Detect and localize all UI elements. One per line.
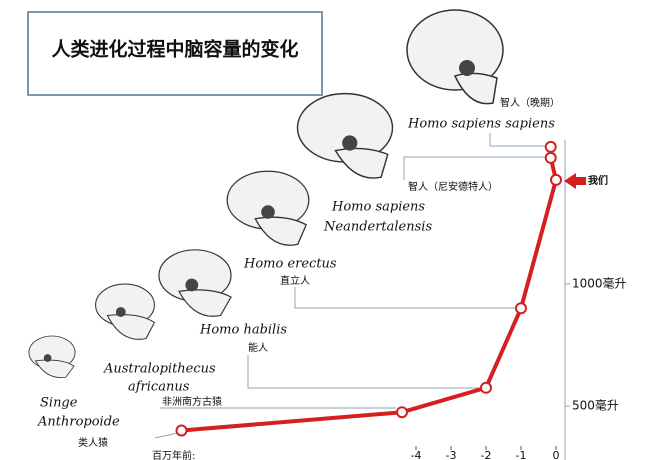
annotation: Neandertalensis (323, 220, 432, 235)
annotation: 能人 (248, 341, 268, 354)
annotation: 直立人 (280, 274, 310, 287)
annotation: 智人（晚期） (500, 96, 560, 109)
y-tick-label: 1000毫升 (572, 275, 627, 290)
connectors (154, 133, 566, 460)
annotation: 非洲南方古猿 (162, 395, 222, 408)
annotation: 类人猿 (78, 436, 108, 449)
x-tick-label: -4 (411, 449, 422, 460)
annotation: africanus (128, 380, 190, 395)
annotation: 我们 (588, 174, 608, 187)
point (515, 302, 527, 315)
annotation: Singe (40, 396, 78, 411)
annotation: Homo erectus (243, 257, 337, 272)
title-box (27, 11, 323, 96)
point (175, 424, 188, 437)
x-tick-label: -2 (481, 449, 492, 460)
point (396, 406, 408, 419)
point (544, 140, 557, 153)
skulls (28, 9, 504, 379)
annotation: Anthropoide (37, 415, 120, 430)
y-tick-label: 500毫升 (572, 398, 619, 413)
x-tick-label: -3 (446, 449, 457, 460)
point (544, 151, 557, 164)
arrow (564, 173, 586, 189)
x-axis-label: 百万年前: (152, 449, 195, 460)
point (480, 381, 492, 394)
x-tick-label: -1 (516, 449, 527, 460)
annotation: Australopithecus (103, 362, 216, 377)
chart-title: 人类进化过程中脑容量的变化 (51, 38, 298, 61)
annotation: Homo habilis (199, 323, 287, 338)
annotation: Homo sapiens sapiens (407, 117, 555, 132)
annotation: Homo sapiens (331, 200, 425, 215)
x-tick-label: 0 (553, 449, 560, 460)
annotation: 智人（尼安德特人） (408, 180, 498, 193)
point (550, 173, 562, 186)
